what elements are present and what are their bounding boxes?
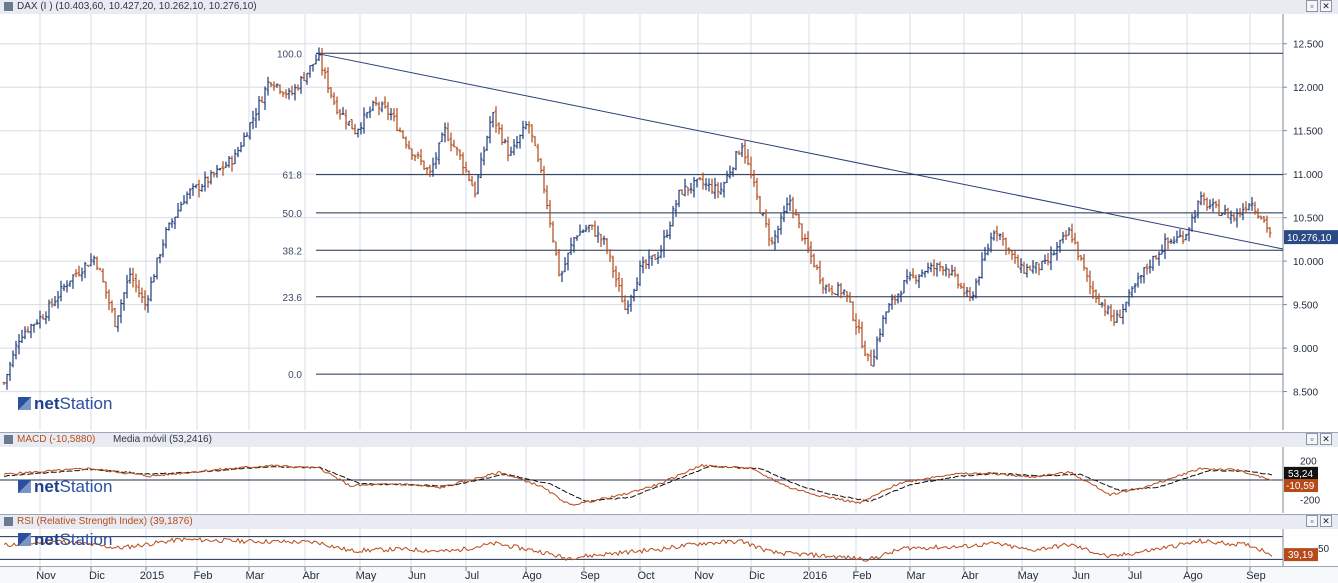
time-axis-label: Jun	[408, 570, 426, 582]
rsi-chart[interactable]: 50 39,19	[0, 529, 1338, 567]
main-pane-header: DAX (I ) (10.403,60, 10.427,20, 10.262,1…	[0, 0, 1338, 15]
netstation-logo-icon	[18, 533, 31, 546]
macd-ma-title: Media móvil (53,2416)	[113, 434, 212, 445]
rsi-axis-label: 50	[1318, 544, 1330, 555]
time-axis-label: Jul	[1128, 570, 1142, 582]
price-axis-label: 9.500	[1293, 301, 1318, 312]
macd-value-label: -10,59	[1286, 481, 1315, 492]
time-axis-label: Ago	[1183, 570, 1203, 582]
time-axis-label: Oct	[637, 570, 654, 582]
time-axis-label: Nov	[36, 570, 56, 582]
price-axis-label: 9.000	[1293, 344, 1318, 355]
time-axis-label: Jun	[1072, 570, 1090, 582]
time-axis-label: 2015	[140, 570, 164, 582]
price-axis-label: 12.000	[1293, 83, 1324, 94]
main-price-pane[interactable]: DAX (I ) (10.403,60, 10.427,20, 10.262,1…	[0, 0, 1338, 430]
netstation-logo: netStation	[18, 477, 112, 497]
maximize-icon[interactable]: ▫	[1306, 0, 1318, 12]
time-axis-label: Sep	[580, 570, 600, 582]
netstation-logo-icon	[18, 480, 31, 493]
rsi-pane[interactable]: RSI (Relative Strength Index) (39,1876) …	[0, 514, 1338, 567]
netstation-logo: netStation	[18, 394, 112, 414]
macd-ma-value-tag	[1284, 466, 1318, 480]
price-axis-label: 8.500	[1293, 388, 1318, 399]
time-axis-label: Mar	[246, 570, 265, 582]
rsi-value-label: 39,19	[1288, 550, 1313, 561]
macd-ma-series-line	[3, 465, 1273, 502]
time-axis: Nov Dic 2015 Feb Mar Abr May Jun Jul Ago Sep Oct Nov…	[0, 566, 1338, 583]
time-axis-label: Dic	[89, 570, 105, 582]
time-axis-label: Nov	[694, 570, 714, 582]
fib-level-label: 61.8	[283, 171, 303, 182]
fib-level-label: 100.0	[277, 49, 302, 60]
price-axis-label: 11.000	[1293, 170, 1323, 181]
fib-level-label: 0.0	[288, 370, 302, 381]
trendline	[315, 52, 1284, 250]
time-axis-label: Abr	[302, 570, 319, 582]
netstation-logo: netStation	[18, 530, 112, 550]
macd-title: MACD (-10,5880)	[17, 434, 96, 445]
close-icon[interactable]: ✕	[1320, 0, 1332, 12]
maximize-icon[interactable]: ▫	[1306, 515, 1318, 527]
rsi-series-line	[3, 537, 1273, 562]
last-price-tag	[1284, 230, 1338, 245]
macd-series-line	[3, 463, 1273, 506]
macd-ma-value-label: 53,24	[1288, 469, 1313, 480]
time-axis-label: Abr	[961, 570, 978, 582]
time-axis-label: Feb	[853, 570, 872, 582]
price-axis-label: 10.000	[1293, 257, 1324, 268]
last-price-label: 10.276,10	[1287, 233, 1332, 244]
macd-pane[interactable]: MACD (-10,5880) Media móvil (53,2416) ▫ …	[0, 432, 1338, 513]
fib-level-label: 50.0	[283, 209, 303, 220]
time-axis-label: Feb	[194, 570, 213, 582]
time-axis-label: Ago	[522, 570, 542, 582]
pane-menu-icon[interactable]	[4, 517, 13, 526]
close-icon[interactable]: ✕	[1320, 433, 1332, 445]
fib-level-label: 38.2	[283, 246, 303, 257]
price-axis-label: 11.500	[1293, 127, 1323, 138]
time-axis-label: Dic	[749, 570, 765, 582]
time-axis-label: May	[356, 570, 377, 582]
macd-pane-header: MACD (-10,5880) Media móvil (53,2416) ▫ …	[0, 433, 1338, 448]
price-axis-label: 12.500	[1293, 40, 1324, 51]
rsi-title: RSI (Relative Strength Index) (39,1876)	[17, 516, 193, 527]
rsi-pane-header: RSI (Relative Strength Index) (39,1876) …	[0, 515, 1338, 530]
main-pane-title: DAX (I ) (10.403,60, 10.427,20, 10.262,1…	[17, 1, 257, 12]
macd-axis-label: 200	[1300, 457, 1317, 468]
time-axis-label: Mar	[907, 570, 926, 582]
time-axis-label: 2016	[803, 570, 827, 582]
pane-menu-icon[interactable]	[4, 2, 13, 11]
time-axis-label: Jul	[465, 570, 479, 582]
macd-value-tag	[1284, 479, 1318, 493]
fib-level-label: 23.6	[283, 293, 303, 304]
maximize-icon[interactable]: ▫	[1306, 433, 1318, 445]
time-axis-label: Sep	[1246, 570, 1266, 582]
price-axis-label: 10.500	[1293, 214, 1324, 225]
close-icon[interactable]: ✕	[1320, 515, 1332, 527]
rsi-value-tag	[1284, 548, 1318, 562]
time-axis-label: May	[1018, 570, 1039, 582]
price-chart[interactable]: 100.0 61.8 50.0 38.2 23.6 0.0 12.500 12.000 11.5…	[0, 14, 1338, 430]
macd-axis-label: -200	[1300, 495, 1320, 506]
netstation-logo-icon	[18, 397, 31, 410]
pane-menu-icon[interactable]	[4, 435, 13, 444]
